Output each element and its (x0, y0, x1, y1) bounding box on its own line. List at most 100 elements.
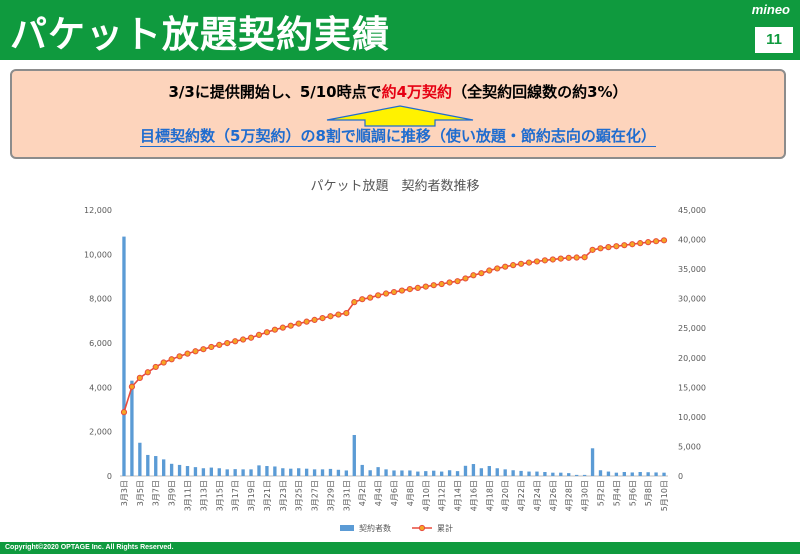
bar (376, 467, 380, 476)
line-marker (454, 278, 461, 285)
line-marker (414, 284, 421, 292)
cumulative-line (123, 239, 665, 413)
line-marker (462, 275, 469, 282)
bar (495, 468, 499, 476)
x-tick-label: 4月26日 (549, 480, 558, 511)
line-marker (152, 363, 159, 371)
x-tick-label: 5月6日 (628, 480, 637, 506)
line-marker (390, 288, 398, 296)
bar (392, 470, 396, 476)
copyright: Copyright©2020 OPTAGE Inc. All Rights Re… (5, 544, 174, 551)
line-marker (263, 329, 271, 336)
y-right-tick-label: 20,000 (678, 354, 706, 363)
line-marker (645, 239, 652, 246)
bar (225, 469, 229, 476)
y-left-tick-label: 8,000 (89, 295, 112, 304)
x-tick-label: 3月31日 (342, 480, 351, 511)
x-tick-label: 3月3日 (120, 480, 129, 506)
line-marker (319, 315, 326, 322)
line-marker (406, 285, 413, 293)
y-right-tick-label: 25,000 (678, 324, 706, 333)
bar (154, 456, 158, 476)
bar (122, 236, 126, 476)
chart-title: パケット放題 契約者数推移 (310, 179, 479, 194)
line-marker (510, 262, 517, 269)
line-marker (517, 260, 525, 267)
slide-header: パケット放題契約実績 mineo 11 (0, 0, 800, 60)
bar (463, 465, 468, 476)
x-tick-label: 4月28日 (565, 480, 574, 511)
x-tick-label: 3月11日 (184, 480, 193, 511)
line-series (120, 237, 668, 416)
line-marker (438, 280, 445, 288)
y-right-tick-label: 30,000 (678, 295, 706, 304)
x-tick-label: 4月4日 (374, 480, 383, 506)
line-marker (470, 272, 477, 279)
bar (257, 465, 261, 476)
y-left-tick-label: 12,000 (84, 206, 112, 215)
line-marker (430, 282, 437, 289)
line-marker (533, 258, 541, 265)
line-marker (367, 294, 374, 301)
line-marker (494, 265, 501, 272)
bar (432, 470, 436, 476)
bar (297, 468, 301, 476)
bar (281, 468, 285, 476)
bar (622, 472, 626, 476)
bar (447, 470, 452, 476)
line-marker (303, 318, 310, 325)
line-marker (573, 254, 580, 261)
bar (233, 469, 237, 476)
bar (638, 472, 642, 476)
line-marker (581, 254, 588, 261)
bar (535, 471, 539, 476)
bar (177, 464, 182, 476)
line-marker (192, 348, 199, 355)
slide-title: パケット放題契約実績 (10, 13, 390, 56)
bar (551, 472, 555, 476)
x-tick-label: 3月27日 (311, 480, 320, 511)
y-right-tick-label: 40,000 (678, 236, 706, 245)
y-right-tick-label: 5,000 (678, 442, 701, 451)
line-marker (557, 255, 564, 262)
bar (185, 466, 190, 476)
line-marker (502, 263, 509, 270)
line-marker (128, 383, 136, 390)
bar (471, 464, 476, 476)
line-marker (549, 256, 556, 263)
line-marker (255, 331, 263, 339)
bar (209, 467, 214, 476)
bar (320, 469, 325, 476)
y-right-tick-label: 15,000 (678, 383, 706, 392)
x-tick-label: 3月19日 (247, 480, 256, 511)
x-tick-label: 3月23日 (279, 480, 288, 511)
bar (416, 471, 420, 476)
bar (455, 471, 460, 476)
bar (217, 468, 221, 476)
slide-footer: Copyright©2020 OPTAGE Inc. All Rights Re… (0, 542, 800, 554)
summary-line-2: 目標契約数（5万契約）の8割で順調に推移（使い放題・節約志向の顕在化） (12, 125, 784, 147)
bar (503, 469, 507, 476)
bar (201, 468, 206, 476)
bar (487, 466, 491, 476)
line-marker (168, 356, 175, 363)
bar (273, 466, 277, 476)
x-tick-label: 4月24日 (533, 480, 542, 511)
x-tick-label: 3月5日 (136, 480, 145, 506)
bar (249, 469, 253, 476)
page-number: 11 (754, 26, 794, 54)
line-marker (311, 316, 318, 323)
y-left-tick-label: 10,000 (84, 250, 112, 259)
x-tick-label: 5月8日 (644, 480, 653, 506)
bar (304, 468, 309, 476)
x-tick-label: 3月17日 (231, 480, 240, 511)
line-marker (120, 409, 128, 416)
line-marker (382, 290, 390, 297)
line-marker (271, 326, 278, 333)
bar (646, 472, 650, 476)
y-left-tick-label: 4,000 (89, 383, 112, 392)
x-tick-label: 4月14日 (454, 480, 463, 511)
bar (289, 468, 293, 476)
bar (265, 466, 269, 476)
line-marker (541, 257, 548, 264)
